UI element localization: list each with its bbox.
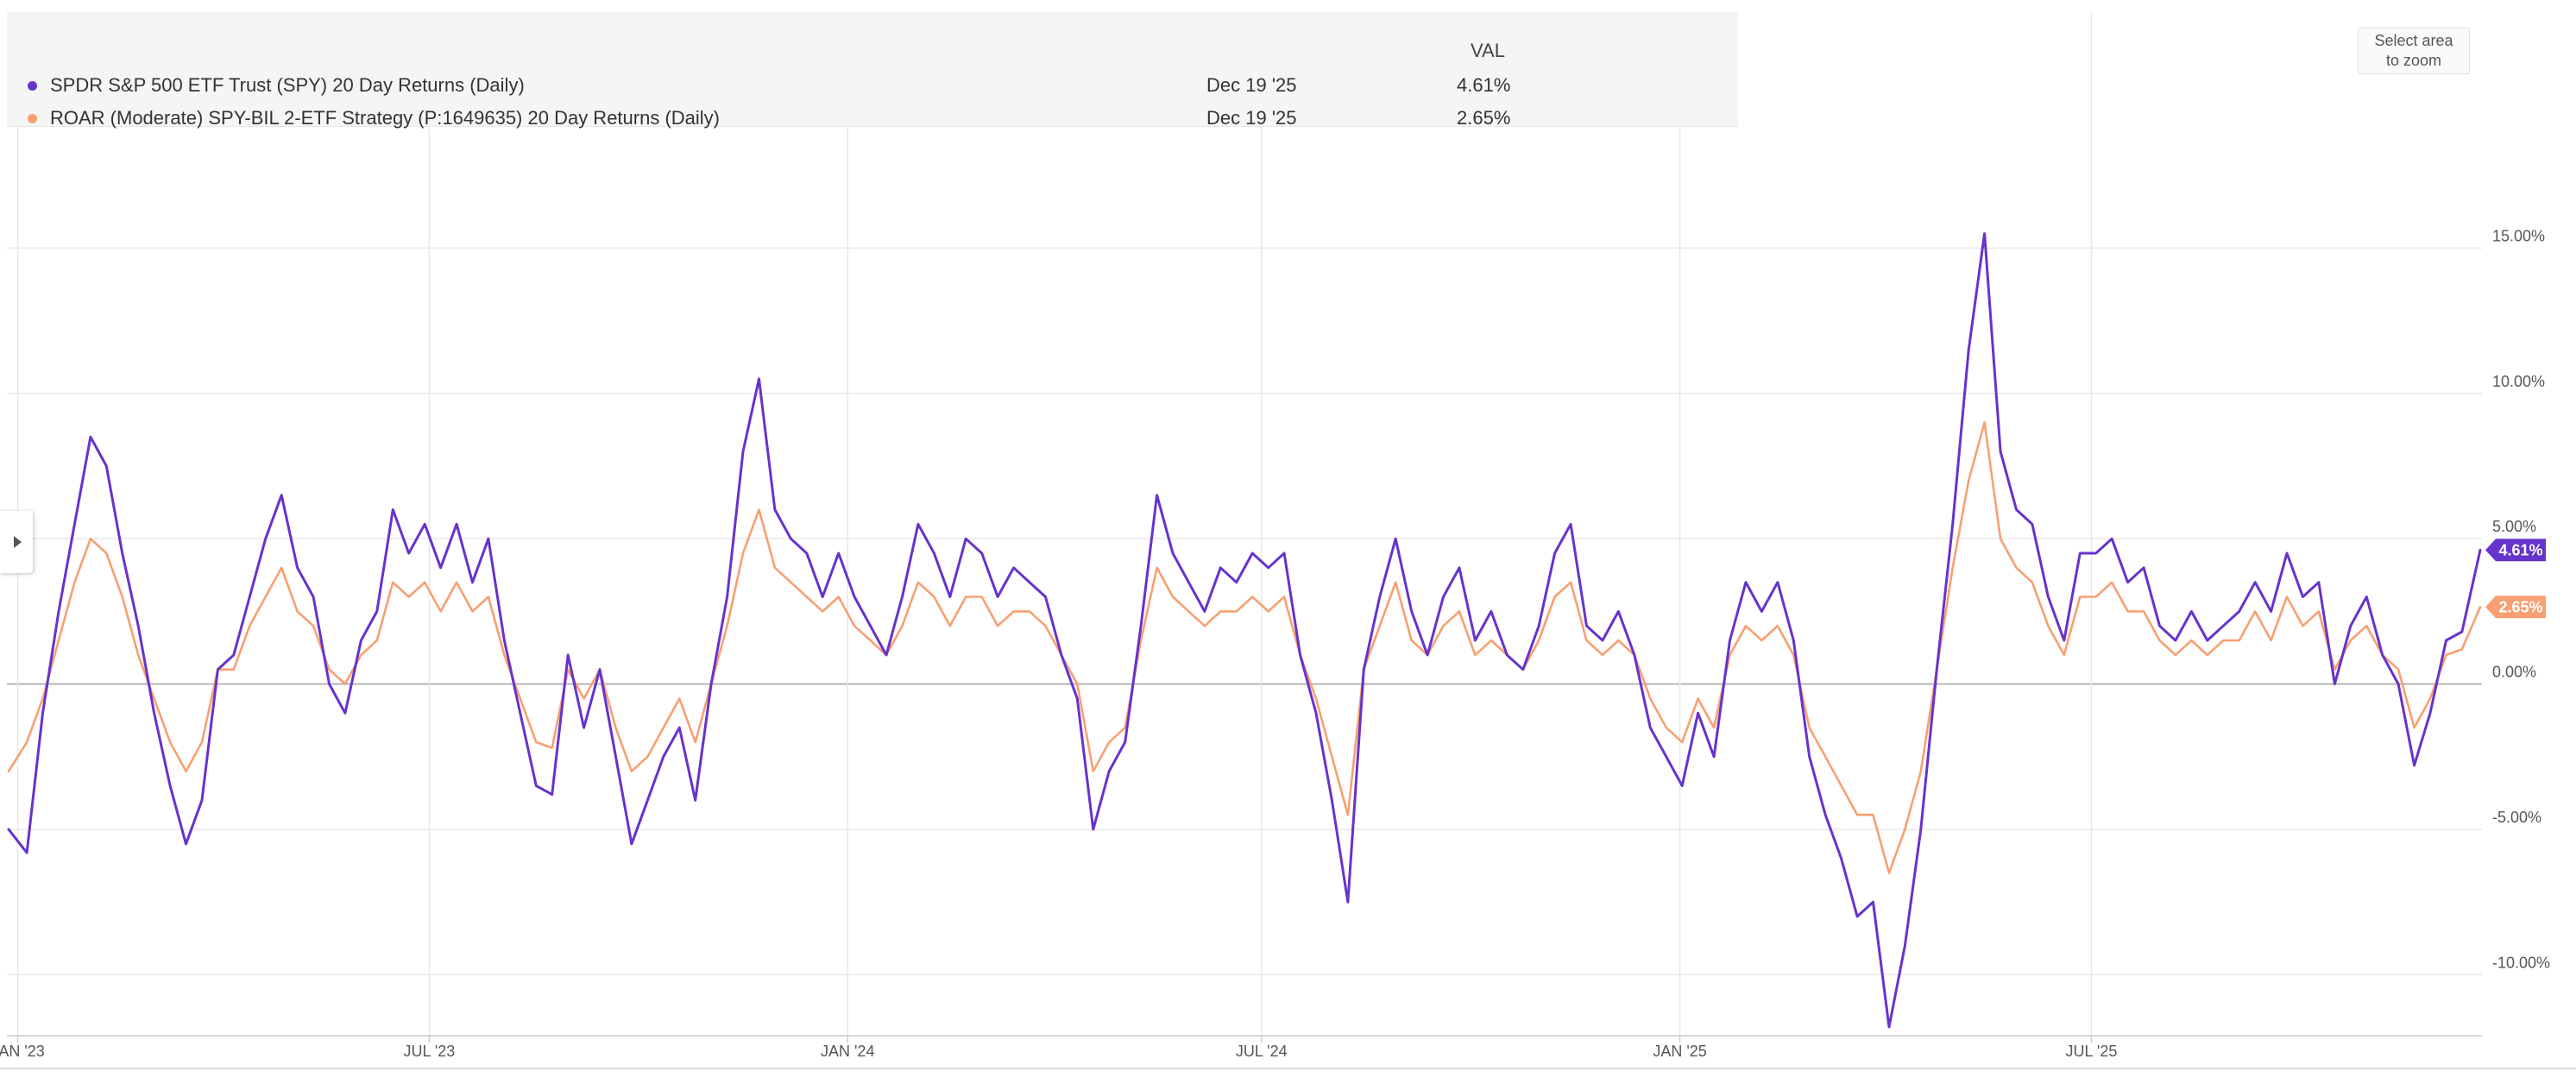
y-tick-label: -10.00% bbox=[2492, 954, 2550, 971]
series-line-roar[interactable] bbox=[7, 421, 2482, 874]
expand-panel-button[interactable] bbox=[0, 511, 33, 573]
legend-item-spy[interactable]: SPDR S&P 500 ETF Trust (SPY) 20 Day Retu… bbox=[7, 71, 1738, 100]
x-tick-label: JUL '25 bbox=[2066, 1043, 2118, 1060]
plot-area[interactable] bbox=[7, 126, 2482, 1036]
legend-series-date: Dec 19 '25 bbox=[1206, 107, 1297, 129]
x-tick-label: JAN '24 bbox=[821, 1043, 874, 1060]
zoom-hint-line1: Select area bbox=[2374, 32, 2453, 49]
legend-series-name: ROAR (Moderate) SPY-BIL 2-ETF Strategy (… bbox=[50, 107, 721, 129]
y-tick-label: -5.00% bbox=[2492, 809, 2541, 826]
x-tick-label: JUL '24 bbox=[1236, 1043, 1288, 1060]
series-line-spy[interactable] bbox=[7, 232, 2482, 1029]
y-tick-label: 15.00% bbox=[2492, 227, 2545, 244]
y-tick-label: 10.00% bbox=[2492, 373, 2545, 390]
legend-series-date: Dec 19 '25 bbox=[1206, 74, 1297, 96]
legend-dot-icon bbox=[28, 81, 37, 91]
x-tick-label: JUL '23 bbox=[404, 1043, 456, 1060]
zoom-hint-line2: to zoom bbox=[2385, 52, 2442, 69]
select-area-to-zoom-button[interactable]: Select area to zoom bbox=[2358, 28, 2470, 74]
legend-series-value: 2.65% bbox=[1457, 107, 1511, 129]
legend: VAL SPDR S&P 500 ETF Trust (SPY) 20 Day … bbox=[7, 12, 1738, 129]
legend-series-value: 4.61% bbox=[1457, 74, 1511, 96]
legend-value-header: VAL bbox=[1471, 40, 1505, 61]
end-label-badge bbox=[2485, 539, 2546, 562]
series-lines bbox=[7, 232, 2482, 1029]
grid-lines bbox=[7, 12, 2482, 1043]
legend-dot-icon bbox=[28, 114, 37, 123]
end-label-badge bbox=[2485, 596, 2546, 619]
end-label-text: 2.65% bbox=[2498, 598, 2542, 615]
end-label-spy: 4.61% bbox=[2485, 539, 2546, 562]
chevron-right-icon bbox=[14, 536, 22, 548]
legend-series-name: SPDR S&P 500 ETF Trust (SPY) 20 Day Retu… bbox=[50, 74, 525, 96]
end-label-roar: 2.65% bbox=[2485, 596, 2546, 619]
axis-labels: 15.00% 10.00% 5.00% 0.00% -5.00% -10.00% JAN '… bbox=[0, 227, 2550, 1060]
end-label-text: 4.61% bbox=[2498, 541, 2542, 558]
legend-item-roar[interactable]: ROAR (Moderate) SPY-BIL 2-ETF Strategy (… bbox=[7, 104, 1738, 133]
x-tick-label: JAN '25 bbox=[1653, 1043, 1706, 1060]
x-tick-label: JAN '23 bbox=[0, 1043, 45, 1060]
y-tick-label: 0.00% bbox=[2492, 664, 2536, 681]
y-tick-label: 5.00% bbox=[2492, 518, 2536, 535]
end-value-labels: 4.61% 2.65% bbox=[2485, 539, 2546, 619]
